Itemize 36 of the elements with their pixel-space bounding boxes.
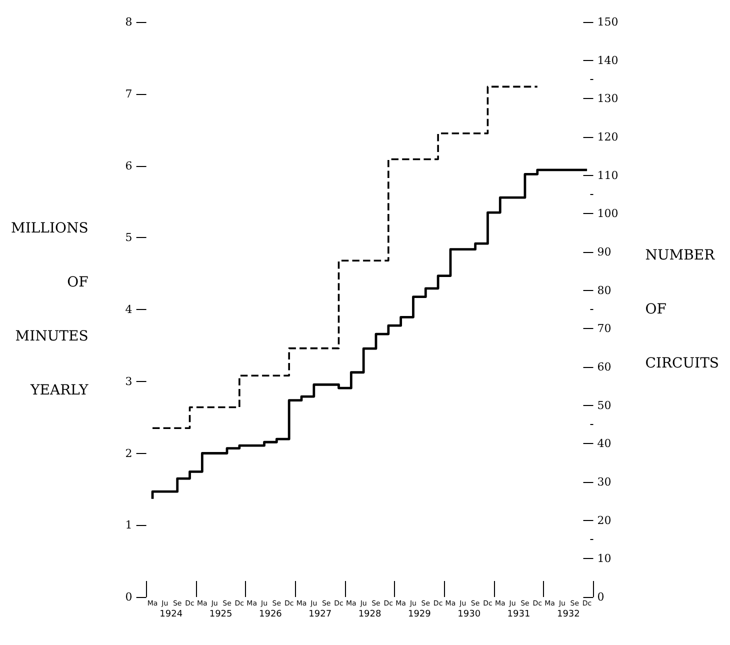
y2-tick-label: 140 — [597, 54, 618, 67]
text: 1924 — [160, 610, 183, 620]
y2-tick-label: 100 — [597, 207, 618, 220]
y2-tick-label: 90 — [597, 246, 612, 258]
y-tick-label: 2 — [125, 446, 132, 460]
text: 1926 — [259, 610, 282, 620]
y2-tick-label: 130 — [597, 92, 618, 106]
text: 1929 — [408, 610, 432, 620]
y-tick-label: 4 — [125, 303, 132, 316]
text: MILLIONS OF MINUTES YEARLY — [10, 220, 88, 398]
y2-tick-label: 30 — [597, 476, 612, 488]
y-tick-label: 5 — [125, 231, 132, 244]
y2-tick-label: 20 — [597, 514, 612, 527]
y2-tick-label: 110 — [597, 168, 618, 182]
y-tick-label: 3 — [125, 374, 132, 388]
y-tick-label: 1 — [125, 518, 132, 532]
y2-tick-label: 120 — [597, 130, 618, 144]
y2-tick-label: 70 — [597, 322, 612, 336]
y2-tick-label: 60 — [597, 360, 612, 374]
y-tick-label: 0 — [125, 590, 132, 604]
y2-tick-label: 40 — [597, 437, 612, 450]
y2-tick-label: 50 — [597, 398, 612, 412]
y-tick-label: 8 — [125, 16, 132, 28]
text: 1927 — [308, 610, 332, 620]
text: NUMBER OF CIRCUITS — [645, 248, 720, 372]
y2-tick-label: 10 — [597, 552, 612, 566]
text: 1925 — [209, 610, 232, 620]
y-tick-label: 6 — [125, 159, 132, 172]
y2-tick-label: 150 — [597, 16, 618, 28]
text: 1930 — [458, 610, 481, 620]
text: 1931 — [507, 610, 530, 620]
y-tick-label: 7 — [125, 87, 132, 100]
text: 1928 — [358, 610, 382, 620]
y2-tick-label: 0 — [597, 590, 604, 604]
y2-tick-label: 80 — [597, 284, 612, 297]
text: 1932 — [556, 610, 580, 620]
